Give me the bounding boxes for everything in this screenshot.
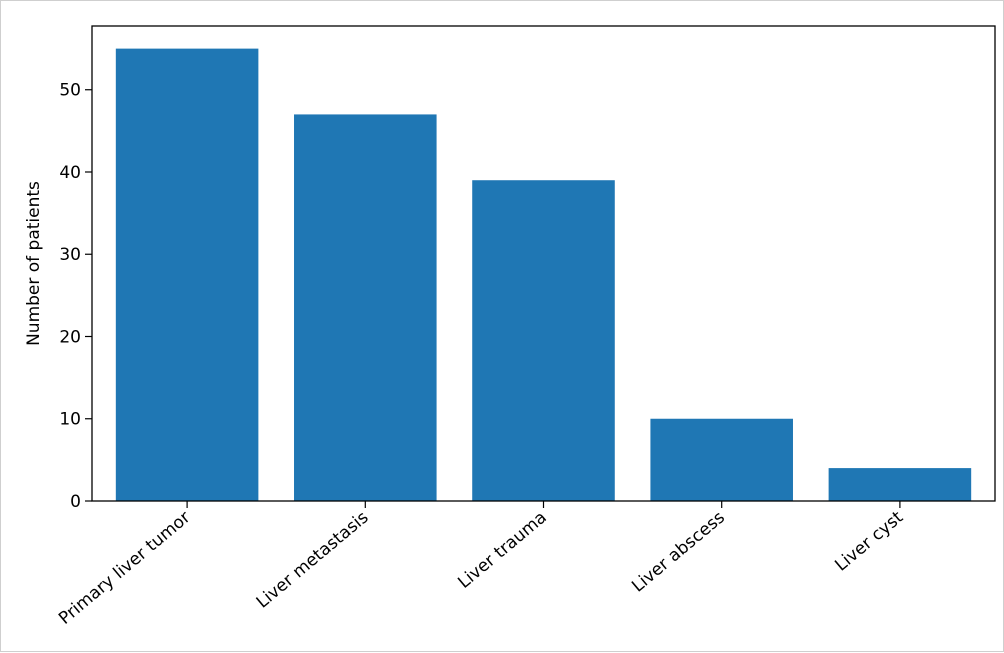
x-axis: Primary liver tumor Liver metastasis Liver… — [55, 501, 907, 629]
y-tick-label: 20 — [59, 327, 81, 347]
y-tick-label: 10 — [59, 410, 81, 430]
y-axis: 0 10 20 30 40 50 — [59, 81, 92, 512]
y-tick-label: 30 — [59, 245, 81, 265]
y-tick-label: 40 — [59, 163, 81, 183]
bar-primary-liver-tumor — [115, 48, 259, 501]
x-tick-label: Liver cyst — [831, 507, 907, 575]
x-tick-label: Primary liver tumor — [55, 508, 194, 629]
x-tick-label: Liver metastasis — [253, 507, 373, 612]
y-tick-label: 50 — [59, 81, 81, 101]
bar-liver-abscess — [650, 418, 793, 501]
y-axis-label: Number of patients — [24, 181, 44, 346]
x-tick-label: Liver trauma — [454, 508, 550, 593]
y-tick-label: 0 — [70, 492, 81, 512]
x-tick-label: Liver abscess — [628, 507, 729, 596]
bar-liver-metastasis — [294, 114, 437, 501]
bars-group — [115, 48, 972, 502]
bar-liver-cyst — [828, 468, 972, 501]
bar-liver-trauma — [472, 180, 615, 502]
